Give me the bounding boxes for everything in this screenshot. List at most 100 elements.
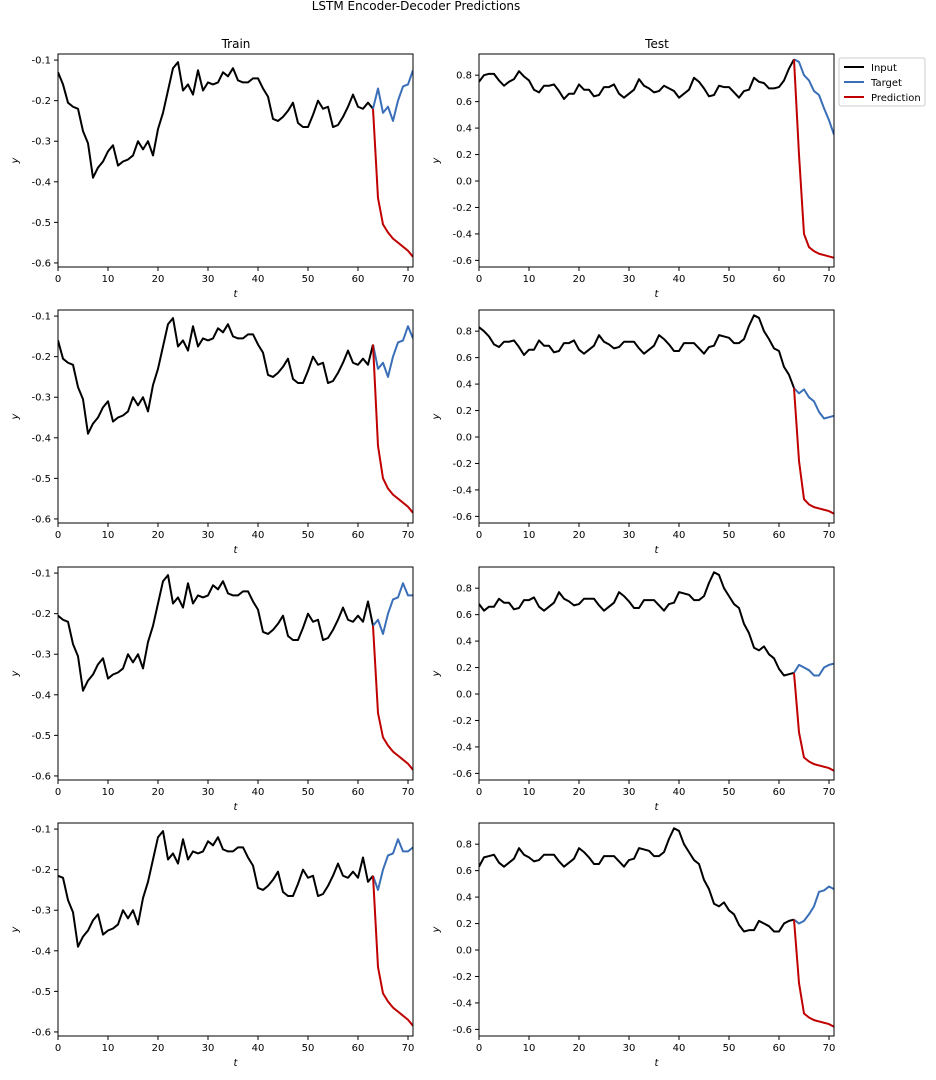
y-tick-label: -0.6 [452, 769, 472, 780]
series-line-target [372, 582, 413, 635]
y-tick-label: -0.6 [452, 256, 472, 267]
x-tick-label: 20 [152, 274, 165, 285]
panel-test-row-2: 0 10 20 30 40 50 60 70 -0.6 -0.4 -0.2 0.0 0.2 0.4 0.6 0… [431, 309, 836, 556]
legend-label-target: Target [870, 78, 902, 89]
panel-train-row-2: 0 10 20 30 40 50 60 70 -0.6 -0.5 -0.4 -0.3 -0.2 -0.1 t… [10, 309, 415, 556]
y-tick-label: 0.2 [456, 406, 472, 417]
y-tick-label: 0.8 [456, 71, 472, 82]
y-tick-label: 0.2 [456, 919, 472, 930]
x-axis-label: t [234, 289, 239, 300]
y-tick-label: -0.1 [31, 312, 51, 323]
y-tick-label: -0.2 [31, 865, 51, 876]
y-tick-label: -0.2 [31, 96, 51, 107]
series-line-prediction [793, 919, 834, 1028]
x-tick-label: 0 [476, 530, 482, 541]
y-tick-label: 0.4 [456, 380, 472, 391]
x-tick-label: 30 [202, 530, 215, 541]
series-line-prediction [372, 108, 413, 258]
x-tick-label: 20 [573, 530, 586, 541]
y-axis-label: y [431, 669, 442, 677]
series-line-input [479, 58, 795, 100]
y-axis-label: y [10, 669, 21, 677]
x-tick-label: 10 [523, 787, 536, 798]
y-tick-label: -0.5 [31, 731, 51, 742]
series-line-prediction [793, 59, 834, 259]
x-tick-label: 0 [55, 530, 61, 541]
x-tick-label: 60 [352, 274, 365, 285]
series-line-input [479, 827, 795, 933]
x-tick-label: 40 [673, 274, 686, 285]
x-tick-label: 30 [623, 274, 636, 285]
x-tick-label: 40 [673, 530, 686, 541]
axes-frame [57, 53, 414, 268]
y-tick-label: -0.4 [31, 690, 51, 701]
y-tick-label: 0.6 [456, 97, 472, 108]
axes-frame [57, 566, 414, 781]
series-line-target [793, 885, 834, 925]
x-tick-label: 30 [623, 530, 636, 541]
series-line-target [793, 662, 834, 677]
x-tick-label: 30 [202, 274, 215, 285]
x-axis-label: t [655, 802, 660, 813]
x-tick-label: 60 [352, 1043, 365, 1054]
x-tick-label: 10 [523, 274, 536, 285]
y-axis-label: y [10, 156, 21, 164]
x-tick-label: 50 [302, 1043, 315, 1054]
x-tick-label: 40 [252, 1043, 265, 1054]
series-line-input [479, 571, 795, 677]
y-tick-label: -0.2 [452, 716, 472, 727]
y-tick-label: 0.4 [456, 124, 472, 135]
x-tick-label: 50 [302, 787, 315, 798]
x-tick-label: 50 [302, 274, 315, 285]
axes-frame [478, 53, 835, 268]
y-tick-label: -0.1 [31, 569, 51, 580]
y-tick-label: -0.1 [31, 56, 51, 67]
series-line-prediction [793, 672, 834, 772]
x-tick-label: 50 [723, 1043, 736, 1054]
x-tick-label: 20 [152, 1043, 165, 1054]
x-tick-label: 50 [723, 530, 736, 541]
series-line-target [372, 325, 413, 378]
x-axis-label: t [234, 1058, 239, 1069]
x-axis-label: t [655, 289, 660, 300]
series-line-input [58, 574, 374, 692]
axes-frame [478, 309, 835, 524]
y-tick-label: -0.4 [452, 742, 472, 753]
y-tick-label: -0.5 [31, 474, 51, 485]
y-tick-label: -0.4 [31, 177, 51, 188]
y-tick-label: -0.2 [31, 609, 51, 620]
x-tick-label: 40 [252, 787, 265, 798]
series-line-target [372, 838, 413, 891]
y-tick-label: 0.2 [456, 150, 472, 161]
x-tick-label: 10 [102, 1043, 115, 1054]
col-title-test: Test [644, 37, 669, 51]
y-tick-label: -0.3 [31, 650, 51, 661]
y-tick-label: 0.8 [456, 327, 472, 338]
y-tick-label: -0.6 [31, 258, 51, 269]
y-tick-label: -0.2 [452, 459, 472, 470]
y-tick-label: -0.4 [452, 229, 472, 240]
y-tick-label: -0.3 [31, 137, 51, 148]
x-tick-label: 70 [823, 530, 836, 541]
y-tick-label: 0.0 [456, 433, 472, 444]
x-tick-label: 70 [402, 1043, 415, 1054]
x-tick-label: 70 [823, 274, 836, 285]
series-line-prediction [372, 875, 413, 1027]
panel-train-row-4: 0 10 20 30 40 50 60 70 -0.6 -0.5 -0.4 -0.3 -0.2 -0.1 t… [10, 822, 415, 1069]
y-tick-label: 0.4 [456, 637, 472, 648]
series-line-target [793, 58, 834, 136]
y-tick-label: -0.6 [31, 514, 51, 525]
panel-test-row-1: 0 10 20 30 40 50 60 70 -0.6 -0.4 -0.2 0.0 0.2 0.4 0.6 0… [431, 53, 836, 300]
axes-frame [478, 822, 835, 1037]
x-tick-label: 60 [773, 1043, 786, 1054]
x-tick-label: 0 [55, 274, 61, 285]
series-line-prediction [793, 387, 834, 515]
y-tick-label: -0.2 [452, 203, 472, 214]
y-tick-label: -0.5 [31, 987, 51, 998]
x-tick-label: 70 [402, 530, 415, 541]
series-line-prediction [372, 344, 413, 514]
x-tick-label: 60 [773, 787, 786, 798]
y-tick-label: -0.6 [452, 1025, 472, 1036]
y-tick-label: -0.4 [31, 433, 51, 444]
x-tick-label: 30 [623, 787, 636, 798]
